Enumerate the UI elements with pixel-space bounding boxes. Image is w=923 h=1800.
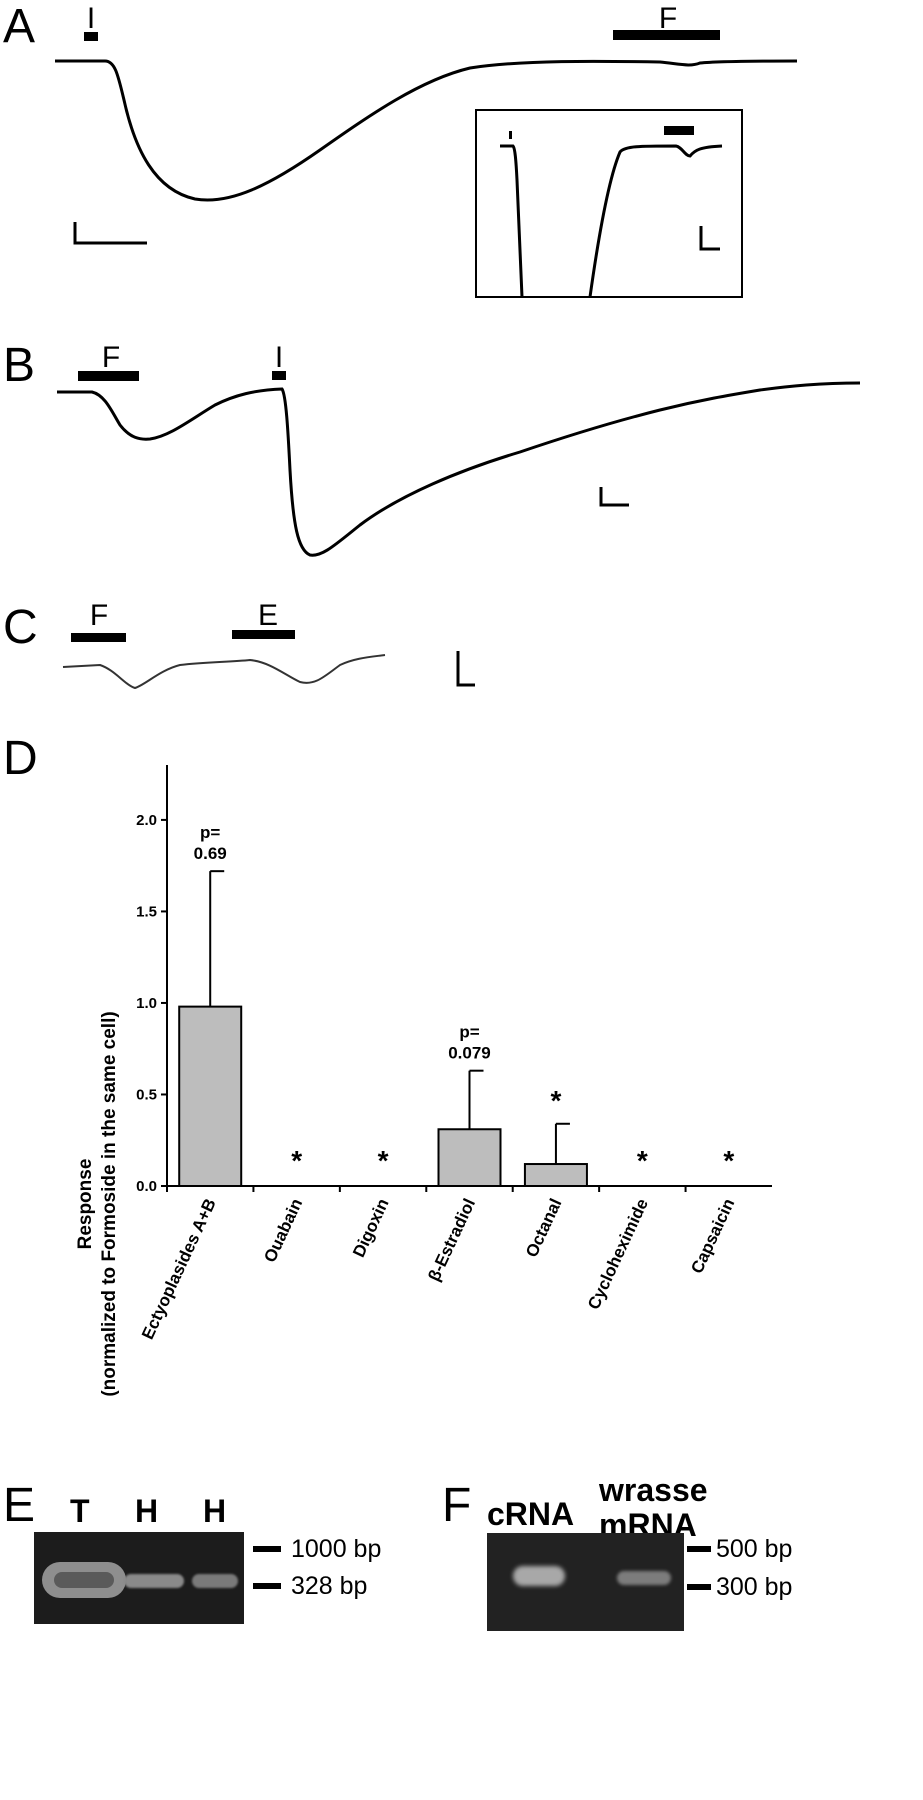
panel-e-marker-tick-328: [253, 1583, 281, 1589]
panel-e-lane-3-label: H: [203, 1493, 227, 1529]
chart-y-tick-label: 0.0: [136, 1178, 157, 1195]
chart-y-axis-label-line2: (normalized to Formoside in the same cel…: [99, 1011, 120, 1396]
chart-y-axis-label-line1: Response: [75, 1159, 96, 1250]
chart-p-value-label: p=: [200, 823, 220, 842]
panel-b-stim-f-label: F: [101, 341, 121, 374]
chart-category-label: Digoxin: [349, 1196, 393, 1261]
panel-b-main-trace: [57, 381, 861, 557]
panel-e-band-t-inner: [54, 1572, 114, 1588]
chart-significance-star: *: [637, 1145, 648, 1176]
panel-c-stim-e-bar: [232, 630, 295, 639]
chart-category-label: Capsaicin: [687, 1196, 738, 1277]
panel-b-stim-i-label: I: [274, 341, 284, 374]
chart-category-label: β-Estradiol: [424, 1196, 479, 1284]
panel-a-stim-i-bar: [84, 32, 98, 41]
chart-significance-star: *: [723, 1145, 734, 1176]
panel-a-stim-f-label: F: [658, 2, 678, 35]
chart-p-value-label: p=: [459, 1023, 479, 1042]
chart-significance-star: *: [550, 1085, 561, 1116]
panel-a-letter: A: [3, 0, 36, 53]
chart-category-label: Ouabain: [260, 1196, 306, 1266]
panel-f-marker-tick-500: [687, 1546, 711, 1552]
panel-b-stim-f-bar: [78, 371, 139, 381]
panel-a-inset-scale-bar: [699, 226, 720, 251]
panel-c-scale-bar: [456, 651, 475, 687]
panel-e-marker-tick-1000: [253, 1546, 281, 1552]
chart-x-labels: Ectyoplasides A+B Ouabain Digoxin β-Estradi…: [138, 1186, 738, 1342]
panel-c-stim-f-bar: [71, 633, 126, 642]
panel-a-inset: [475, 109, 743, 298]
chart-significance-star: *: [378, 1145, 389, 1176]
panel-a-stim-f-bar: [613, 30, 720, 40]
chart-bar: [178, 1005, 243, 1188]
panel-d-letter: D: [3, 732, 38, 785]
panel-e-marker-1000-label: 1000 bp: [291, 1535, 382, 1563]
panel-a-inset-stim-f: [664, 126, 694, 135]
panel-b-letter: B: [3, 339, 36, 392]
panel-f-gel: [487, 1533, 684, 1631]
panel-e-band-h1: [124, 1574, 184, 1588]
panel-f-letter: F: [442, 1479, 472, 1532]
panel-a-scale-bar: [73, 222, 147, 245]
chart-category-label: Ectyoplasides A+B: [138, 1196, 220, 1343]
panel-e-band-h2: [192, 1574, 238, 1588]
panel-f-band-crna: [513, 1566, 565, 1586]
panel-b-scale-bar: [599, 487, 629, 507]
panel-a-inset-frame: [475, 109, 743, 298]
chart-bars: [178, 870, 588, 1188]
panel-e-lane-1-label: T: [70, 1493, 90, 1529]
panel-a-inset-trace-right: [588, 144, 723, 298]
panel-d-bar-chart: Response (normalized to Formoside in the…: [75, 765, 772, 1397]
panel-f-marker-tick-300: [687, 1584, 711, 1590]
chart-p-value-label: 0.69: [194, 844, 227, 863]
panel-c-main-trace: [62, 654, 386, 690]
panel-a-inset-trace-left: [500, 144, 524, 298]
panel-f-marker-500-label: 500 bp: [716, 1535, 793, 1563]
chart-bar: [523, 1163, 588, 1188]
chart-y-ticks: 0.0 0.5 1.0 1.5 2.0: [136, 812, 167, 1195]
panel-f-lane-1-label: cRNA: [487, 1496, 575, 1532]
chart-category-label: Octanal: [522, 1196, 566, 1261]
chart-p-value-label: 0.079: [448, 1044, 491, 1063]
panel-c-letter: C: [3, 601, 38, 654]
chart-y-tick-label: 1.0: [136, 995, 157, 1012]
chart-significance-star: *: [291, 1145, 302, 1176]
panel-e-gel: [34, 1532, 244, 1624]
chart-y-tick-label: 2.0: [136, 812, 157, 829]
chart-category-label: Cycloheximide: [584, 1196, 652, 1313]
panel-a-stim-i-label: I: [86, 2, 96, 35]
chart-y-tick-label: 1.5: [136, 903, 157, 920]
chart-y-tick-label: 0.5: [136, 1086, 157, 1103]
panel-a-trace: [55, 30, 798, 298]
panel-f-marker-300-label: 300 bp: [716, 1573, 793, 1601]
panel-c-trace: [62, 630, 475, 690]
chart-bar: [437, 1128, 502, 1188]
chart-annotations: p= 0.69 * * p= 0.079 * * *: [194, 823, 735, 1176]
panel-b-trace: [57, 371, 861, 557]
chart-y-axis-label: Response (normalized to Formoside in the…: [75, 1011, 120, 1396]
panel-c-stim-f-label: F: [89, 599, 109, 632]
panel-c-stim-e-label: E: [257, 599, 278, 632]
panel-f-lane-2-label-line1: wrasse: [599, 1472, 708, 1508]
panel-e-lane-2-label: H: [135, 1493, 159, 1529]
panel-e-letter: E: [3, 1479, 36, 1532]
panel-a-main-trace: [55, 59, 798, 202]
panel-f-band-wrasse: [617, 1571, 671, 1585]
panel-e-marker-328-label: 328 bp: [291, 1572, 368, 1600]
panel-a-inset-stim-i: [509, 131, 512, 139]
panel-b-stim-i-bar: [272, 371, 286, 380]
